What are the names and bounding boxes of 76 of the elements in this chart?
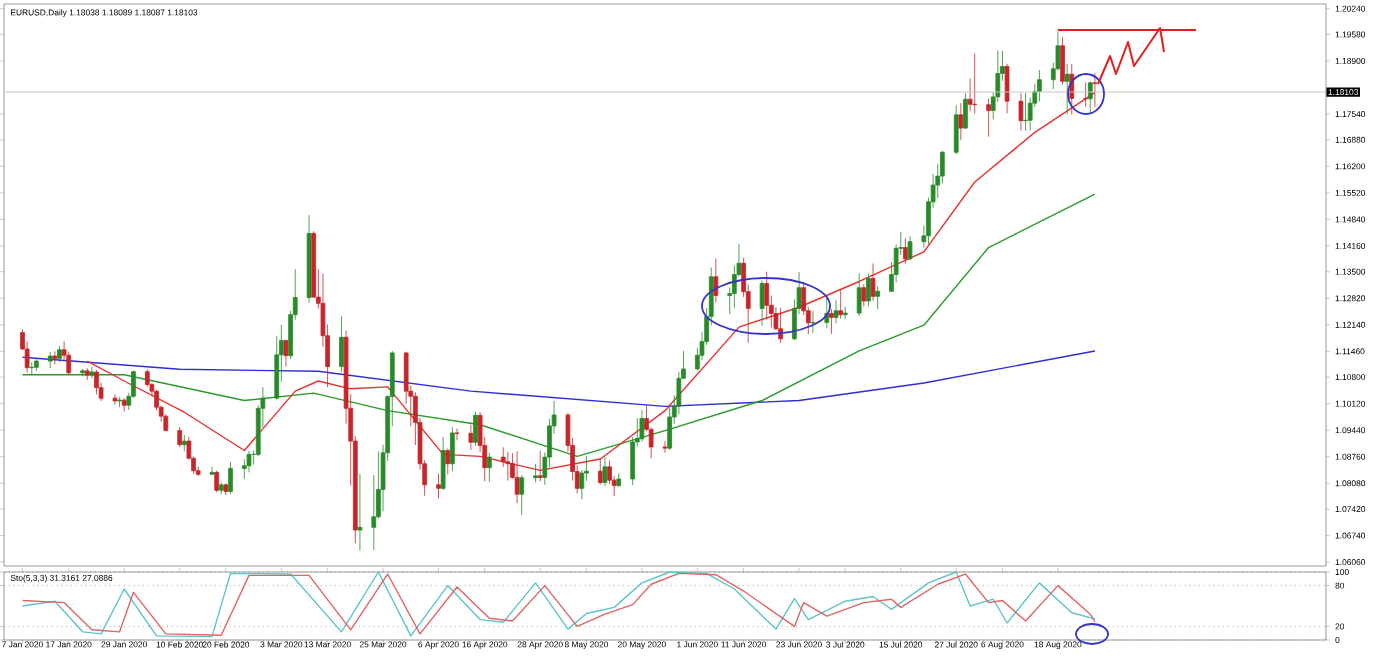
candlestick — [1092, 73, 1098, 108]
candlestick — [357, 473, 363, 551]
candlestick — [759, 280, 765, 326]
candlestick — [1087, 80, 1093, 114]
candlestick — [875, 285, 880, 310]
candlestick — [242, 458, 247, 480]
candlestick — [468, 424, 474, 451]
candlestick — [533, 463, 538, 483]
candlestick — [436, 473, 441, 499]
candlestick — [445, 448, 451, 475]
candlestick — [514, 450, 520, 504]
candlestick — [662, 440, 668, 454]
candlestick — [487, 452, 492, 483]
candlestick — [505, 451, 511, 481]
candlestick — [1018, 92, 1024, 131]
candlestick — [903, 237, 908, 264]
candlestick — [764, 271, 770, 320]
candlestick — [440, 436, 446, 491]
candlestick — [57, 345, 62, 363]
candlestick — [963, 92, 968, 130]
candlestick — [597, 457, 603, 485]
candlestick — [177, 426, 182, 448]
candlestick — [214, 470, 219, 493]
candlestick — [1023, 92, 1028, 132]
candlestick — [223, 482, 229, 496]
candlestick — [84, 367, 90, 381]
candlestick — [958, 102, 964, 141]
candlestick — [89, 366, 95, 379]
candlestick — [34, 357, 39, 372]
candlestick — [94, 369, 99, 395]
candlestick — [112, 393, 118, 405]
candlestick — [1060, 36, 1065, 85]
candlestick — [339, 315, 344, 373]
candlestick — [907, 235, 913, 261]
candlestick — [861, 283, 867, 307]
candlestick — [117, 396, 122, 408]
candlestick — [616, 472, 622, 488]
candlestick — [1004, 63, 1010, 114]
candlestick — [1064, 63, 1070, 115]
candlestick — [713, 258, 719, 303]
candlestick — [29, 361, 35, 376]
line-series — [86, 91, 1096, 472]
candlestick — [537, 450, 543, 482]
candlestick — [283, 339, 289, 367]
candlestick — [838, 289, 843, 319]
candlestick — [121, 397, 127, 412]
candlestick — [778, 307, 783, 344]
candlestick — [602, 456, 608, 487]
candlestick — [246, 450, 252, 473]
candlestick — [1083, 82, 1088, 108]
candlestick — [47, 351, 53, 369]
candlestick — [1037, 69, 1042, 102]
candlestick — [953, 104, 959, 155]
candlestick — [972, 53, 978, 115]
candlestick — [870, 263, 876, 302]
candlestick — [856, 272, 862, 317]
candlestick — [842, 306, 848, 320]
candlestick — [519, 474, 525, 516]
candlestick — [52, 350, 58, 365]
candlestick — [810, 310, 816, 334]
candlestick — [163, 413, 169, 432]
candlestick — [80, 368, 85, 377]
candlestick — [228, 461, 233, 495]
candlestick — [306, 214, 312, 304]
candlestick — [454, 428, 460, 441]
line-series — [21, 350, 1096, 408]
candlestick — [218, 482, 224, 495]
candlestick — [639, 409, 645, 442]
candlestick — [450, 426, 455, 472]
line-series — [21, 193, 1096, 458]
candlestick — [833, 299, 839, 324]
candlestick — [473, 411, 478, 447]
candlestick — [986, 98, 991, 138]
candlestick — [181, 434, 187, 452]
candlestick — [144, 368, 150, 388]
candlestick — [829, 308, 834, 335]
